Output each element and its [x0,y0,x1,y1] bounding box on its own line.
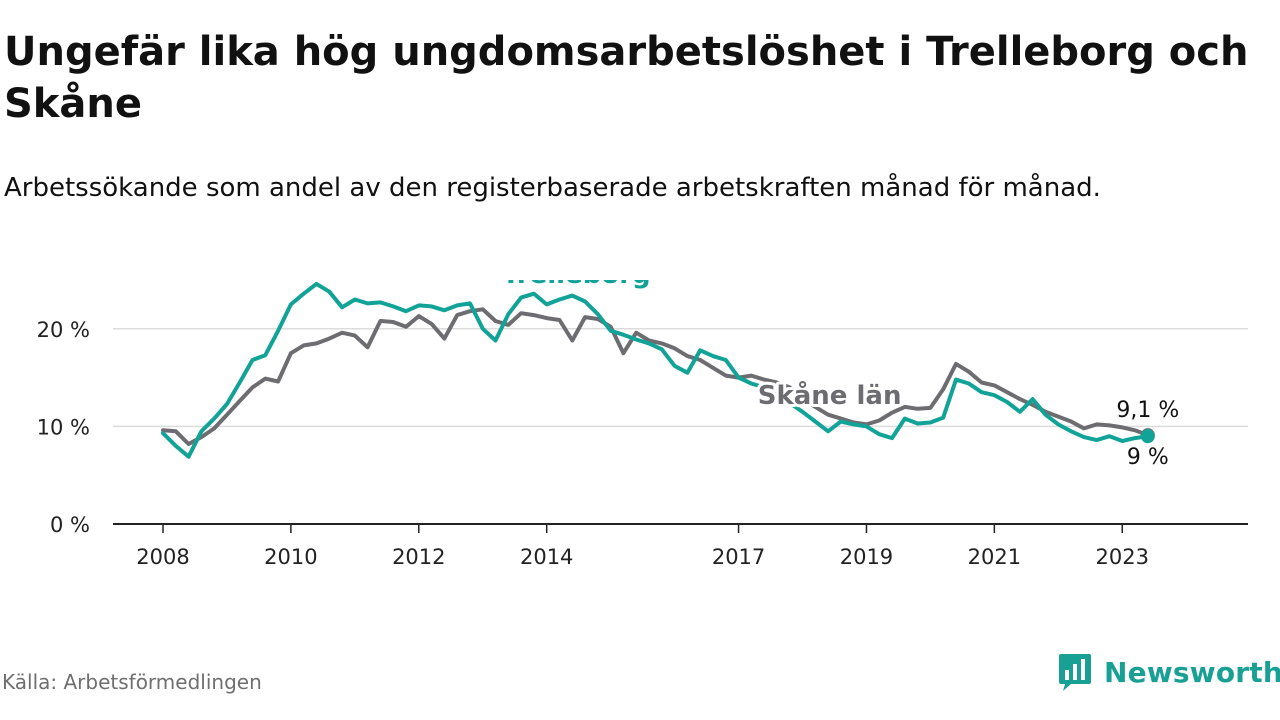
x-tick-label: 2019 [840,545,893,569]
brand-logo: Newsworthy [1058,652,1280,692]
x-tick-label: 2023 [1096,545,1149,569]
series-label-trelleborg: Trelleborg [502,280,651,290]
x-tick-label: 2021 [968,545,1021,569]
source-note: Källa: Arbetsförmedlingen [2,670,262,694]
y-tick-label: 0 % [50,513,90,537]
brand-name: Newsworthy [1104,655,1280,689]
series-line-trelleborg [161,281,1150,459]
chart-subtitle: Arbetssökande som andel av den registerb… [4,173,1101,203]
x-tick-label: 2012 [392,545,445,569]
x-tick-label: 2008 [136,545,189,569]
bar-chart-icon [1059,654,1091,691]
y-tick-label: 20 % [37,318,90,342]
series-label-sk-ne-l-n: Skåne län [758,379,902,411]
chart-title: Ungefär lika hög ungdomsarbetslöshet i T… [4,29,1249,127]
y-tick-label: 10 % [37,415,90,439]
end-point-trelleborg [1140,429,1155,444]
x-tick-label: 2010 [264,545,317,569]
line-chart: 0 % 10 % 20 % 2008 2010 2012 2014 2017 2019 2021 2… [37,280,1248,569]
series-line-sk-ne-l-n [161,307,1150,446]
end-label-sk-ne-l-n: 9,1 % [1116,398,1179,423]
end-label-trelleborg: 9 % [1127,445,1169,470]
x-tick-label: 2014 [520,545,573,569]
x-tick-label: 2017 [712,545,765,569]
